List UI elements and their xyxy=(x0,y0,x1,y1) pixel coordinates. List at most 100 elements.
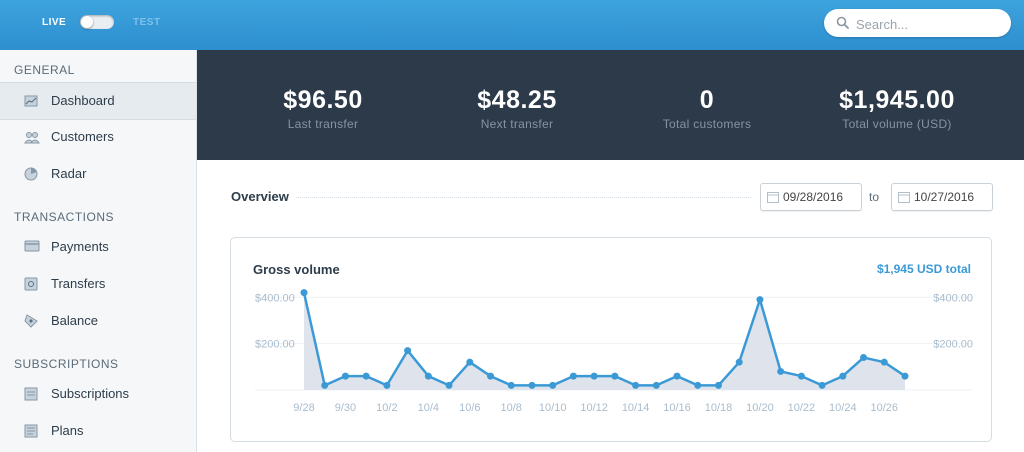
sidebar-item-label: Payments xyxy=(51,239,109,254)
stat-value: 0 xyxy=(699,86,715,114)
stat-total-volume: $1,945.00 Total volume (USD) xyxy=(807,86,987,131)
overview-title: Overview xyxy=(231,189,289,204)
y-tick-label-left: $200.00 xyxy=(255,339,295,351)
sidebar-item-payments[interactable]: Payments xyxy=(0,229,196,265)
x-tick-label: 10/12 xyxy=(580,402,608,414)
test-mode-label[interactable]: TEST xyxy=(133,17,161,28)
balance-icon xyxy=(24,314,38,328)
payments-icon xyxy=(24,240,40,252)
y-tick-label-left: $400.00 xyxy=(255,292,295,304)
x-tick-label: 10/8 xyxy=(501,402,522,414)
gross-volume-card: Gross volume $1,945 USD total $200.00 $20… xyxy=(230,237,992,442)
sidebar-item-label: Transfers xyxy=(51,276,106,291)
x-tick-label: 10/24 xyxy=(829,402,857,414)
overview-divider xyxy=(296,197,751,198)
data-point xyxy=(424,372,432,380)
data-point xyxy=(632,381,640,389)
data-point xyxy=(901,372,909,380)
section-title-transactions: TRANSACTIONS xyxy=(14,210,115,224)
x-tick-label: 10/14 xyxy=(622,402,650,414)
x-tick-label: 10/22 xyxy=(788,402,816,414)
data-point xyxy=(300,289,308,297)
search-box[interactable] xyxy=(824,9,1011,37)
date-from-picker[interactable]: 09/28/2016 xyxy=(760,183,862,211)
x-tick-label: 10/18 xyxy=(705,402,733,414)
sidebar-item-label: Customers xyxy=(51,129,114,144)
y-tick-label-right: $200.00 xyxy=(933,339,973,351)
toggle-knob[interactable] xyxy=(81,16,93,28)
data-point xyxy=(528,381,536,389)
stat-value: $48.25 xyxy=(477,86,557,114)
sidebar-item-label: Dashboard xyxy=(51,93,115,108)
data-point xyxy=(818,381,826,389)
sidebar: GENERAL Dashboard Customers Radar TRANSA… xyxy=(0,50,197,452)
data-point xyxy=(341,372,349,380)
search-icon xyxy=(836,16,849,29)
x-tick-label: 10/6 xyxy=(459,402,480,414)
data-point xyxy=(756,296,764,304)
data-point xyxy=(487,372,495,380)
stat-label: Total customers xyxy=(662,117,752,131)
x-tick-label: 10/4 xyxy=(418,402,439,414)
stat-label: Next transfer xyxy=(480,117,554,131)
x-tick-label: 10/26 xyxy=(871,402,899,414)
data-point xyxy=(880,358,888,366)
data-point xyxy=(507,381,515,389)
data-point xyxy=(404,347,412,355)
data-point xyxy=(611,372,619,380)
search-input[interactable] xyxy=(854,13,1008,35)
sidebar-item-transfers[interactable]: Transfers xyxy=(0,266,196,302)
data-point xyxy=(652,381,660,389)
sidebar-item-customers[interactable]: Customers xyxy=(0,119,196,155)
x-tick-label: 10/20 xyxy=(746,402,774,414)
data-point xyxy=(445,381,453,389)
sidebar-item-plans[interactable]: Plans xyxy=(0,413,196,449)
x-tick-label: 9/28 xyxy=(293,402,314,414)
sidebar-item-label: Radar xyxy=(51,166,87,181)
series-line xyxy=(302,292,906,387)
data-point xyxy=(694,381,702,389)
data-point xyxy=(735,358,743,366)
sidebar-item-label: Balance xyxy=(51,313,98,328)
stats-banner: $96.50 Last transfer $48.25 Next transfe… xyxy=(197,50,1024,160)
stat-last-transfer: $96.50 Last transfer xyxy=(233,86,413,131)
data-point xyxy=(569,372,577,380)
data-point xyxy=(383,381,391,389)
sidebar-item-label: Subscriptions xyxy=(51,386,130,401)
date-range-to-label: to xyxy=(869,190,880,204)
stat-total-customers: 0 Total customers xyxy=(617,86,797,131)
stat-next-transfer: $48.25 Next transfer xyxy=(427,86,607,131)
gross-volume-chart: $200.00 $200.00 $400.00 $400.00 9/28 9/30 10/2… xyxy=(255,289,973,414)
data-point xyxy=(777,367,785,375)
stat-value: $96.50 xyxy=(283,86,363,114)
data-point xyxy=(797,372,805,380)
sidebar-item-dashboard[interactable]: Dashboard xyxy=(0,82,196,120)
date-from-value: 09/28/2016 xyxy=(783,190,844,204)
plans-icon xyxy=(24,424,38,438)
data-point xyxy=(673,372,681,380)
card-title: Gross volume xyxy=(253,262,340,277)
card-total: $1,945 USD total xyxy=(876,262,971,276)
sidebar-item-balance[interactable]: Balance xyxy=(0,303,196,339)
x-tick-label: 10/2 xyxy=(376,402,397,414)
live-mode-label[interactable]: LIVE xyxy=(42,17,67,28)
transfers-icon xyxy=(24,277,38,291)
calendar-icon xyxy=(898,192,910,203)
live-test-toggle[interactable] xyxy=(80,15,114,29)
data-point xyxy=(860,354,868,362)
sidebar-item-radar[interactable]: Radar xyxy=(0,156,196,192)
section-title-subscriptions: SUBSCRIPTIONS xyxy=(14,357,119,371)
data-point xyxy=(362,372,370,380)
radar-icon xyxy=(24,167,38,181)
data-point xyxy=(549,381,557,389)
date-to-picker[interactable]: 10/27/2016 xyxy=(891,183,993,211)
stat-label: Last transfer xyxy=(287,117,359,131)
x-tick-label: 10/10 xyxy=(539,402,567,414)
sidebar-item-label: Plans xyxy=(51,423,84,438)
data-point xyxy=(466,358,474,366)
section-title-general: GENERAL xyxy=(14,63,75,77)
data-point xyxy=(714,381,722,389)
sidebar-item-subscriptions[interactable]: Subscriptions xyxy=(0,376,196,412)
date-to-value: 10/27/2016 xyxy=(914,190,975,204)
subscriptions-icon xyxy=(24,387,38,401)
